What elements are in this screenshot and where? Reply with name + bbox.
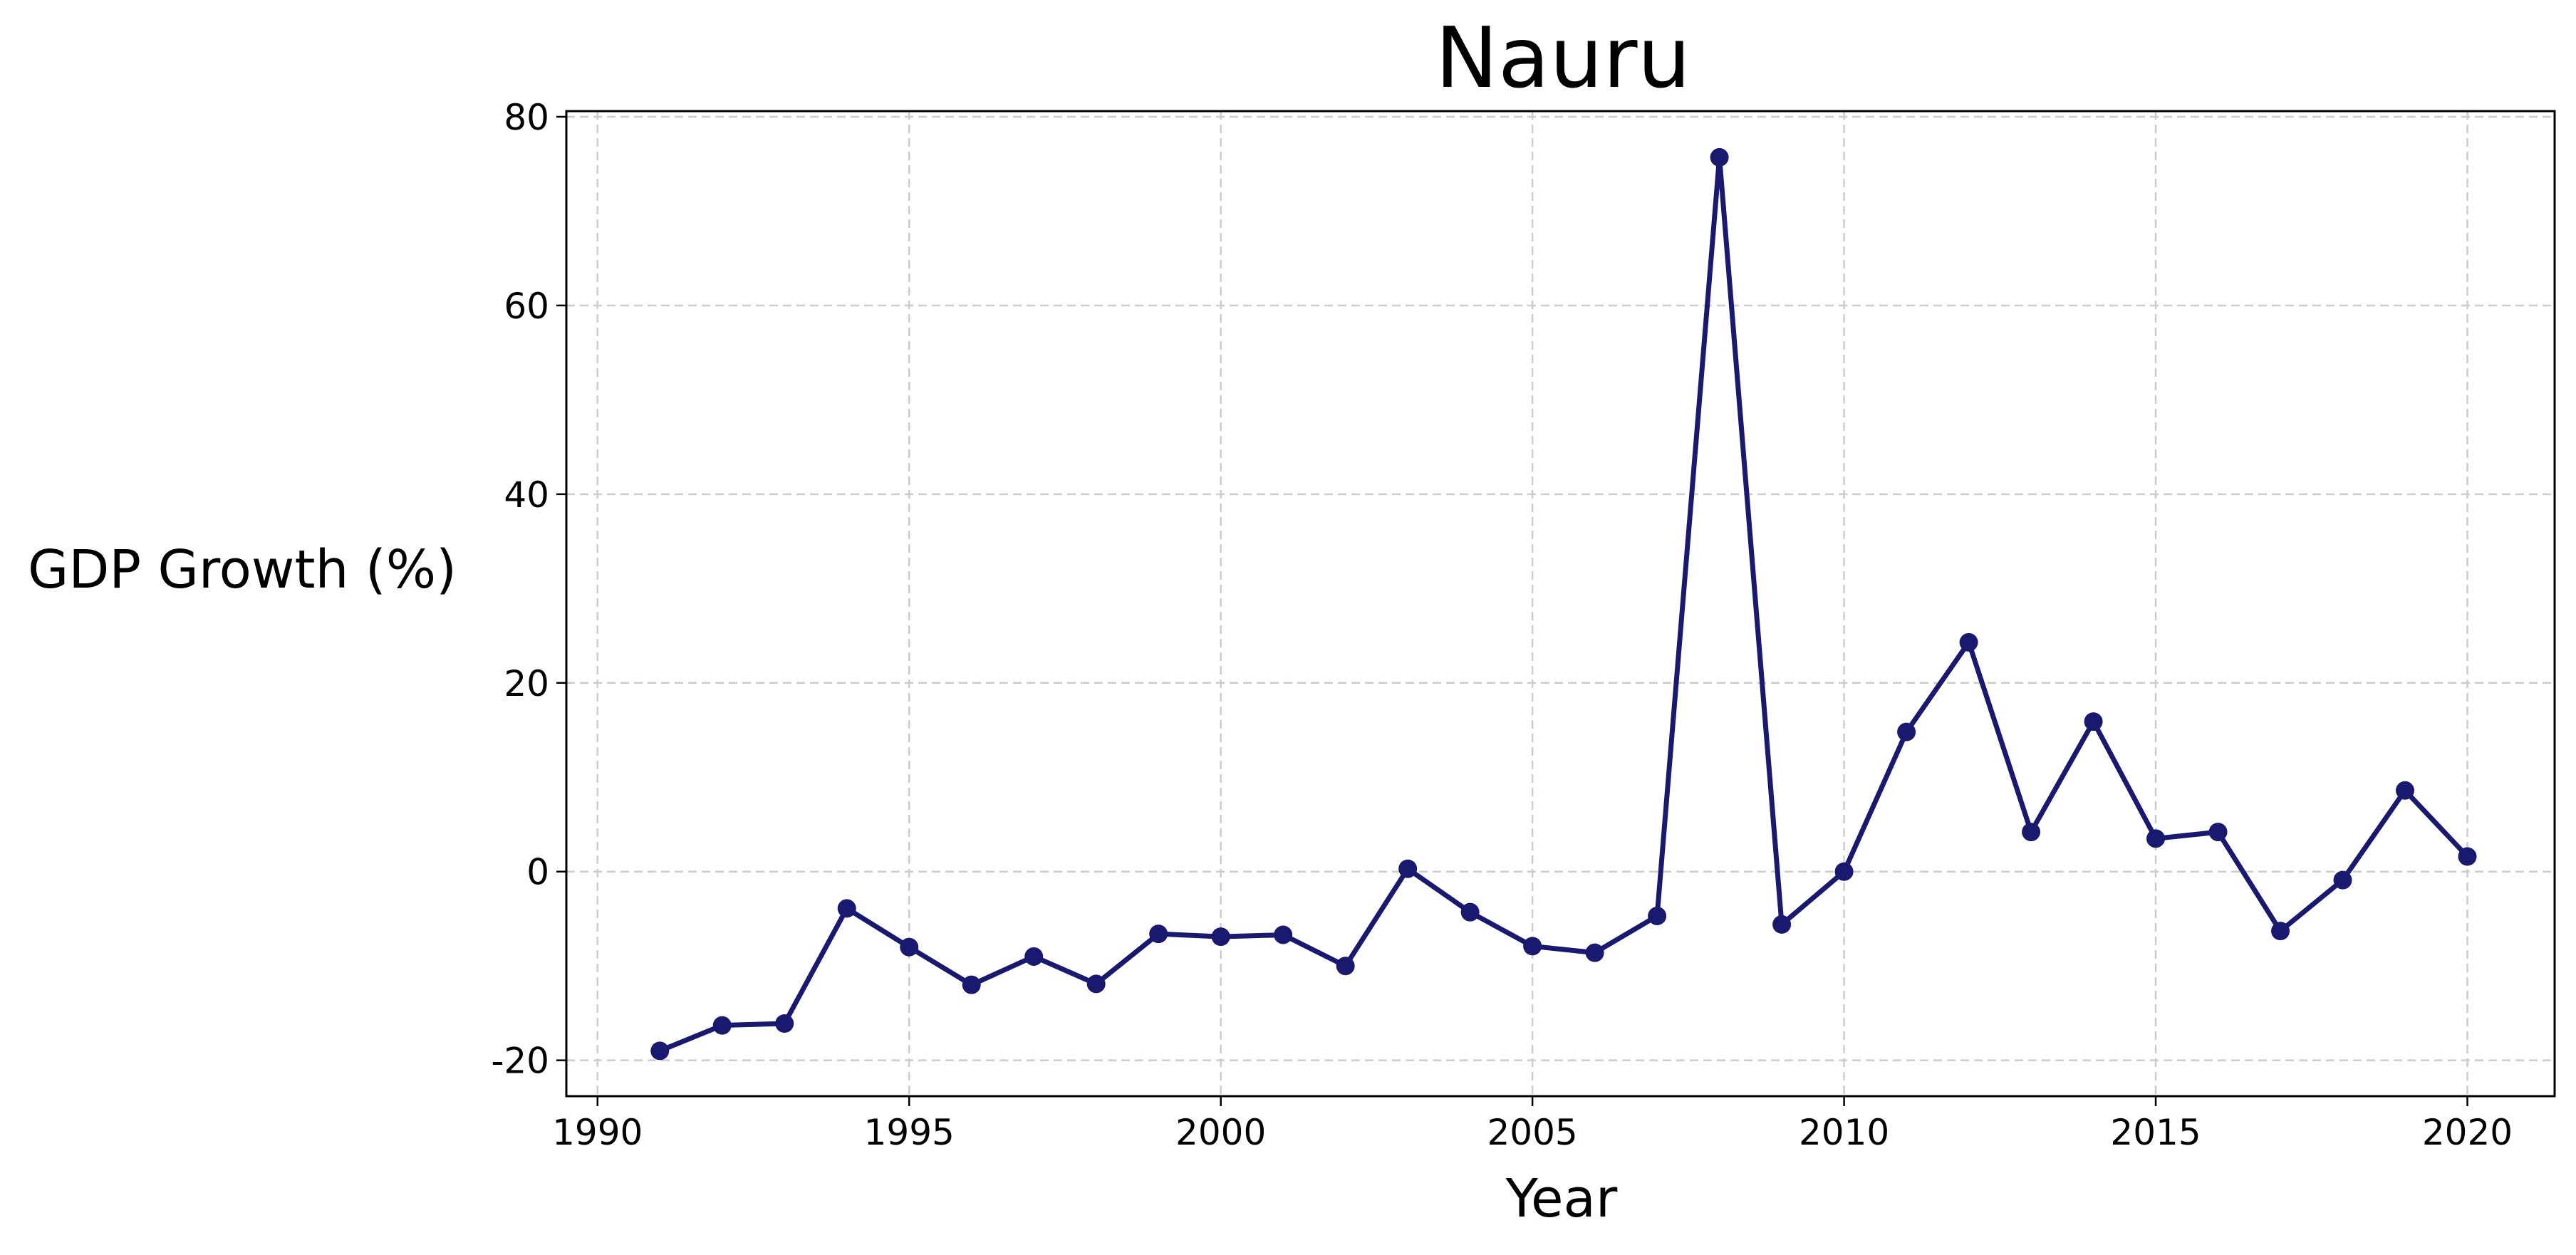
x-tick-label: 2015 — [2110, 1112, 2201, 1153]
data-point — [2458, 847, 2477, 866]
y-tick-label: -20 — [491, 1041, 549, 1082]
y-tick-label: 80 — [504, 97, 549, 138]
series-line — [657, 155, 2470, 1053]
x-tick-label: 2000 — [1175, 1112, 1266, 1153]
x-tick-label: 2010 — [1799, 1112, 1889, 1153]
data-point — [1149, 925, 1168, 944]
data-point — [1398, 859, 1418, 878]
y-tick-label: 60 — [504, 286, 549, 327]
data-point — [837, 899, 856, 918]
data-point — [1086, 974, 1106, 994]
data-point — [2271, 922, 2290, 941]
data-point — [2084, 712, 2103, 731]
data-point — [2333, 870, 2352, 890]
data-point — [1211, 927, 1230, 947]
y-tick-label: 40 — [504, 474, 549, 516]
data-point — [962, 975, 981, 994]
data-point — [2396, 781, 2415, 800]
data-point — [1460, 902, 1480, 922]
data-point — [2208, 823, 2228, 842]
data-point — [1024, 947, 1044, 966]
plot-frame — [565, 110, 2556, 1098]
data-point — [1710, 147, 1729, 167]
data-point — [1274, 925, 1293, 944]
data-point — [775, 1014, 794, 1033]
x-tick-label: 1990 — [552, 1112, 643, 1153]
data-point — [1772, 915, 1792, 934]
data-point — [1585, 943, 1604, 962]
axis-ticks: 1990 1995 2000 2005 2010 2015 2020 -20 0 20 40 60 80 — [491, 97, 2513, 1153]
grid-lines — [566, 111, 2555, 1096]
data-point — [900, 937, 919, 957]
data-point — [712, 1016, 732, 1035]
data-point — [1834, 862, 1854, 881]
y-tick-label: 0 — [526, 852, 549, 893]
y-axis-title: GDP Growth (%) — [28, 539, 457, 600]
x-tick-label: 1995 — [864, 1112, 955, 1153]
data-point — [650, 1041, 670, 1061]
x-tick-label: 2005 — [1487, 1112, 1578, 1153]
x-tick-label: 2020 — [2422, 1112, 2513, 1153]
data-point — [1336, 957, 1355, 976]
chart-title: Nauru — [1435, 9, 1691, 107]
data-point — [1897, 722, 1916, 741]
data-point — [1959, 632, 1978, 652]
y-tick-label: 20 — [504, 663, 549, 704]
data-series — [650, 147, 2477, 1061]
data-point — [1523, 937, 1542, 956]
data-point — [2022, 823, 2041, 842]
data-point — [1648, 906, 1667, 925]
data-point — [2146, 829, 2166, 848]
x-axis-title: Year — [1505, 1168, 1618, 1229]
